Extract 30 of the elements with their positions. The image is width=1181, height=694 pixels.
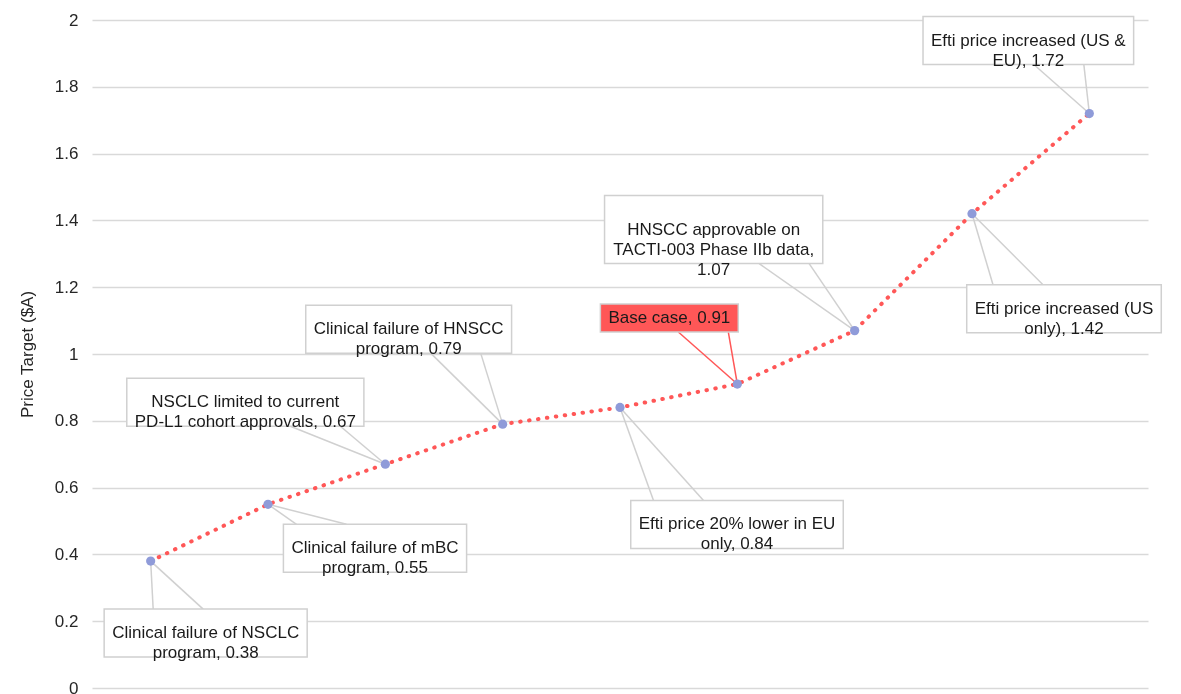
point (615, 402, 625, 413)
y-tick-label: 1.8 (54, 77, 79, 97)
data-label: Clinical failure of mBC program, 0.55 (291, 538, 459, 578)
point (1084, 108, 1094, 119)
y-axis-title: Price Target ($A) (17, 290, 37, 419)
data-label: Clinical failure of NSCLC program, 0.38 (112, 623, 300, 663)
data-label: HNSCC approvable on TACTI-003 Phase IIb data, 1.07 (613, 219, 815, 279)
y-tick-label: 2 (69, 10, 79, 30)
y-tick-label: 0 (69, 678, 79, 694)
point (263, 499, 273, 509)
y-tick-label: 0.2 (54, 611, 79, 631)
y-tick-label: 1.2 (54, 277, 79, 297)
y-tick-label: 1.4 (54, 210, 79, 230)
point (967, 209, 977, 219)
data-label: NSCLC limited to current PD-L1 cohort approvals, 0.67 (134, 392, 356, 432)
y-tick-label: 1 (69, 344, 79, 364)
data-label: Efti price increased (US only), 1.42 (974, 298, 1154, 338)
point (146, 556, 156, 566)
y-tick-label: 0.6 (54, 478, 79, 498)
point (732, 379, 742, 389)
point (380, 459, 390, 469)
y-tick-label: 0.8 (54, 411, 79, 431)
point (498, 419, 508, 429)
data-label: Efti price 20% lower in EU only, 0.84 (638, 514, 836, 554)
y-tick-label: 0.4 (54, 544, 79, 564)
data-label: Efti price increased (US & EU), 1.72 (931, 30, 1127, 70)
data-label: Clinical failure of HNSCC program, 0.79 (313, 319, 504, 359)
data-label: Base case, 0.91 (608, 308, 731, 328)
point (850, 326, 860, 336)
y-tick-label: 1.6 (54, 144, 79, 164)
